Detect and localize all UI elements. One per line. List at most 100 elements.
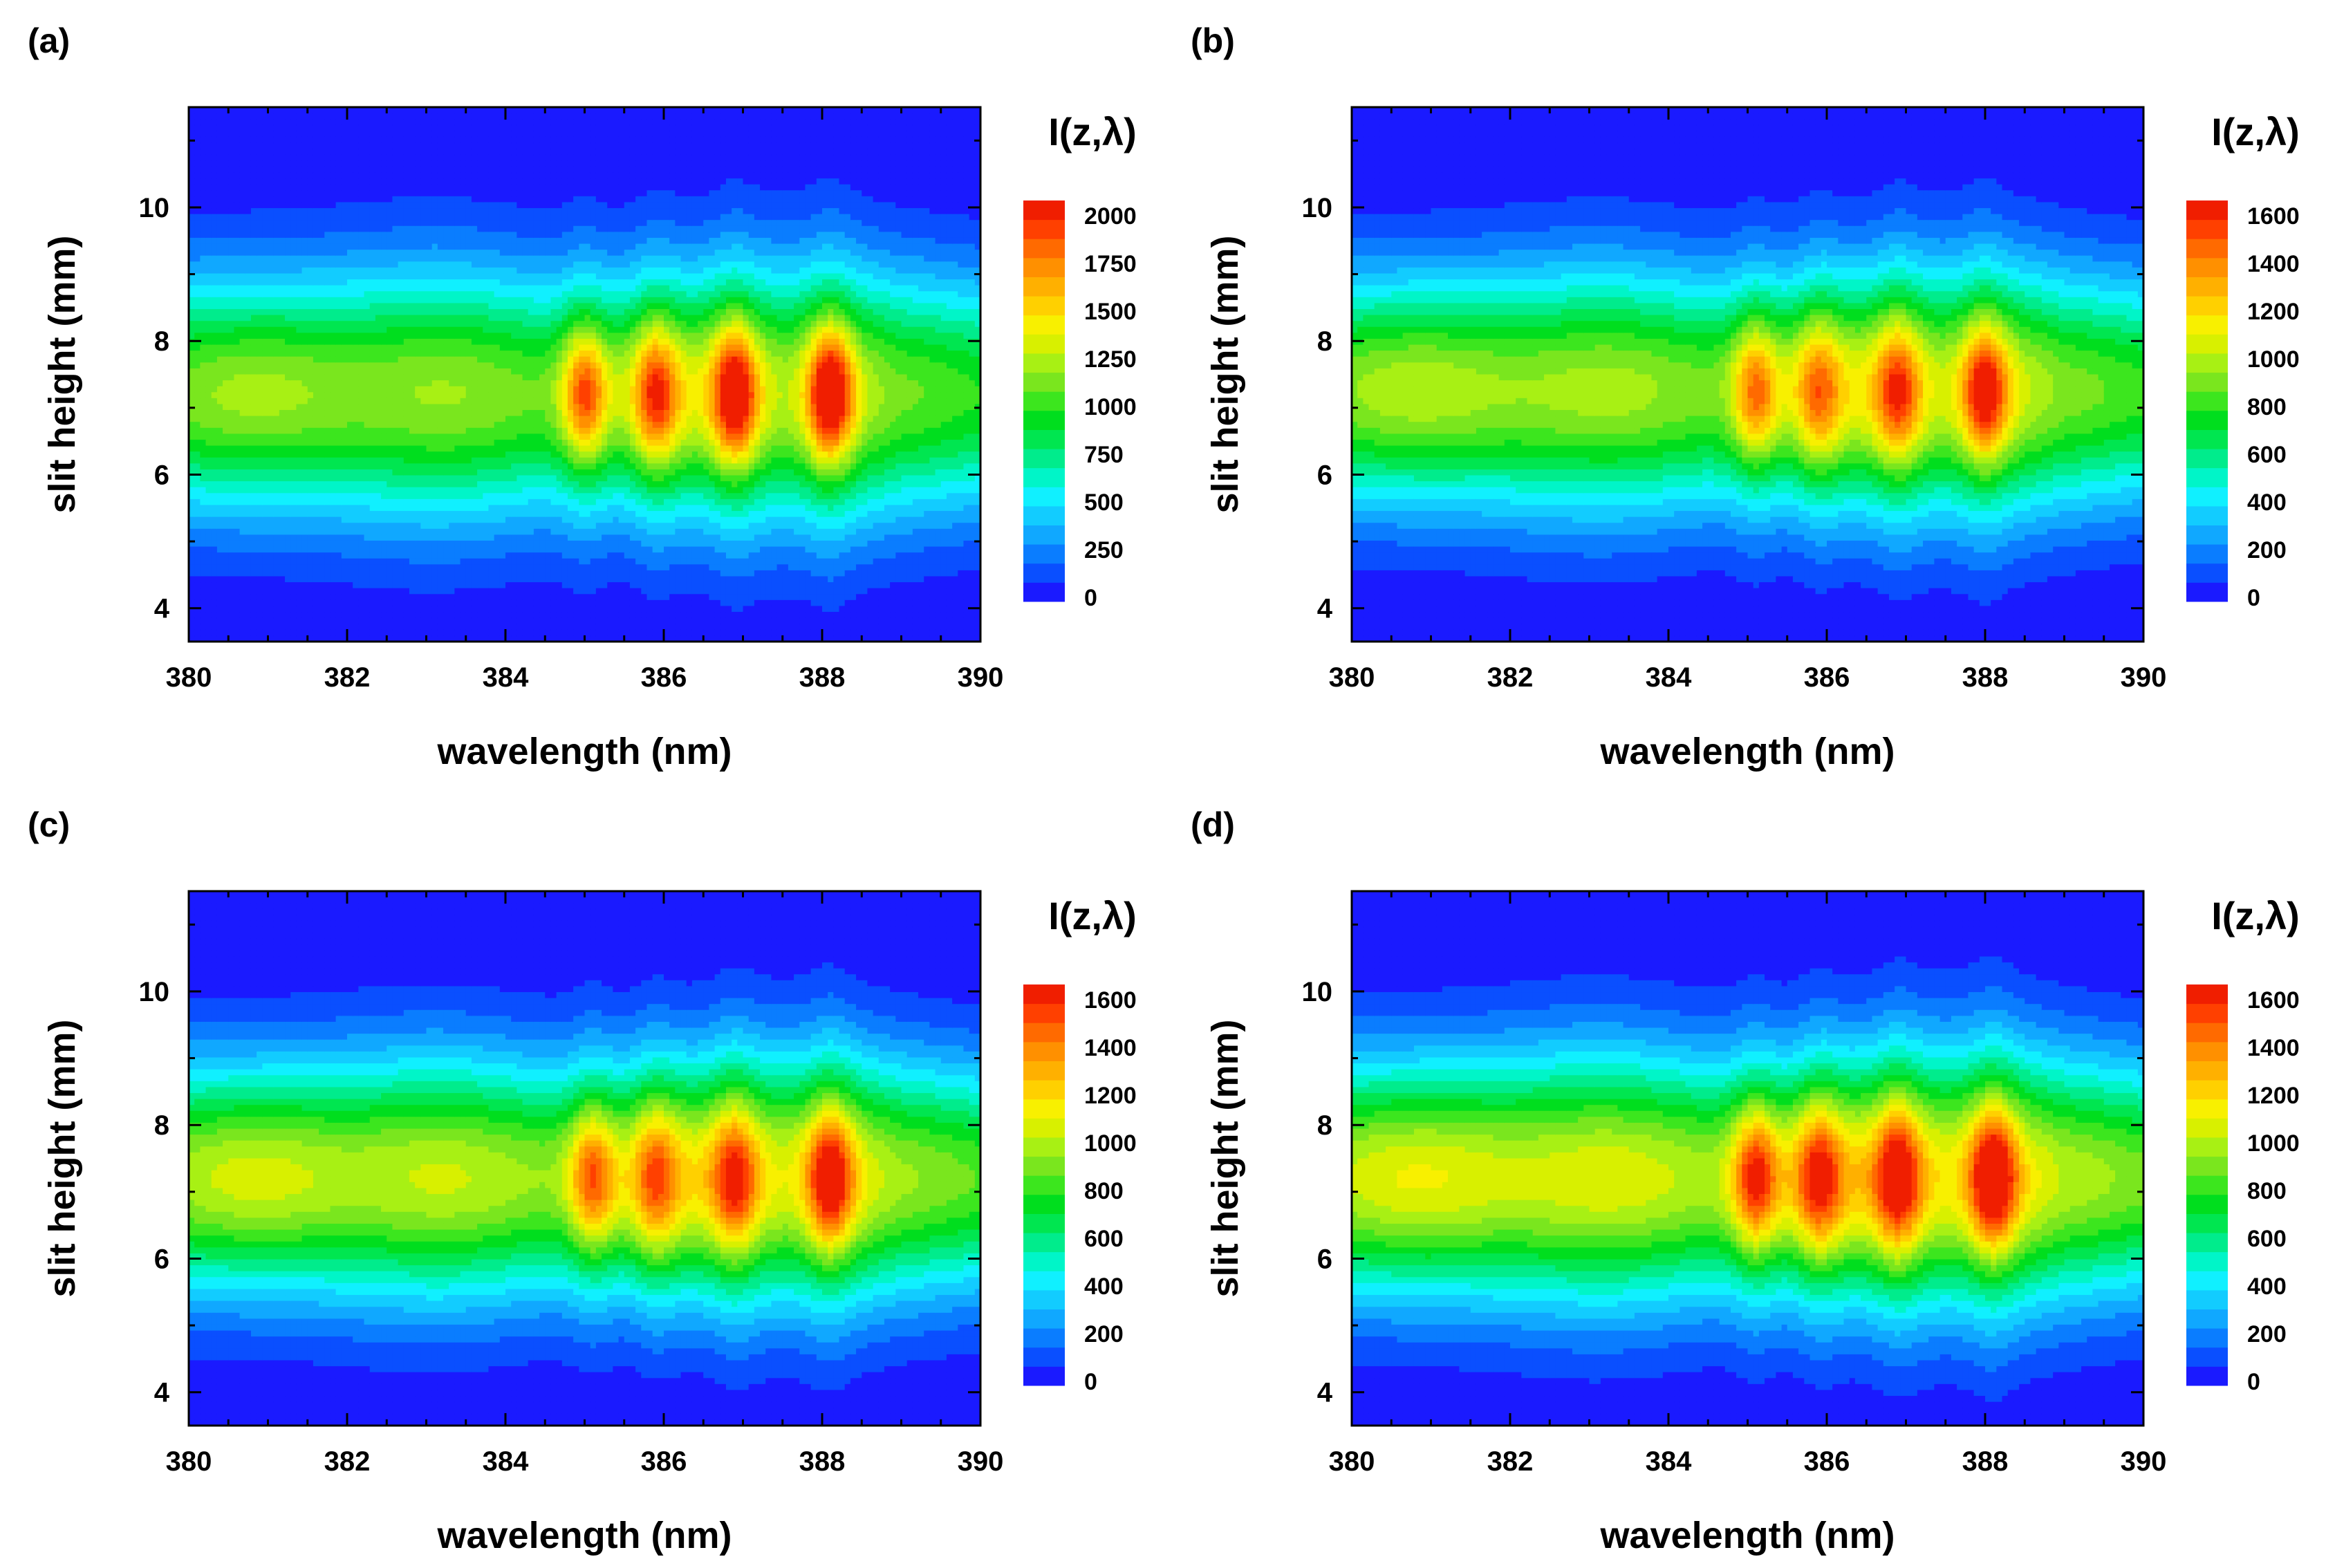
heatmap-cell: [262, 351, 269, 357]
heatmap-cell: [477, 149, 483, 156]
heatmap-cell: [454, 481, 461, 488]
heatmap-cell: [257, 119, 263, 126]
heatmap-cell: [483, 439, 490, 447]
heatmap-cell: [285, 160, 291, 167]
heatmap-cell: [415, 131, 421, 138]
heatmap-cell: [268, 552, 275, 559]
heatmap-cell: [216, 184, 223, 191]
heatmap-cell: [285, 433, 291, 440]
heatmap-cell: [330, 172, 337, 179]
heatmap-cell: [205, 368, 212, 375]
heatmap-cell: [387, 351, 393, 357]
heatmap-cell: [381, 225, 387, 232]
heatmap-cell: [369, 113, 376, 120]
heatmap-cell: [353, 398, 359, 405]
heatmap-cell: [324, 149, 331, 156]
heatmap-cell: [488, 172, 495, 179]
heatmap-cell: [324, 582, 331, 589]
heatmap-cell: [239, 410, 246, 417]
heatmap-cell: [262, 285, 269, 292]
heatmap-cell: [307, 439, 314, 447]
heatmap-cell: [409, 250, 416, 256]
heatmap-cell: [449, 131, 455, 138]
heatmap-cell: [375, 523, 382, 530]
heatmap-cell: [223, 131, 229, 138]
heatmap-cell: [189, 190, 195, 197]
heatmap-cell: [387, 528, 393, 535]
heatmap-cell: [471, 326, 478, 333]
heatmap-cell: [449, 225, 455, 232]
heatmap-cell: [358, 392, 365, 399]
heatmap-cell: [301, 523, 308, 530]
heatmap-cell: [285, 606, 291, 613]
heatmap-cell: [347, 333, 353, 339]
heatmap-cell: [387, 540, 393, 548]
heatmap-cell: [296, 113, 303, 120]
heatmap-cell: [335, 606, 342, 613]
heatmap-cell: [381, 285, 387, 292]
heatmap-cell: [307, 552, 314, 559]
heatmap-cell: [364, 220, 371, 227]
heatmap-cell: [200, 237, 207, 245]
heatmap-cell: [216, 498, 223, 506]
heatmap-cell: [358, 184, 365, 191]
heatmap-cell: [471, 172, 478, 179]
heatmap-cell: [426, 588, 433, 595]
heatmap-cell: [437, 160, 444, 167]
heatmap-cell: [262, 237, 269, 245]
heatmap-cell: [353, 220, 359, 227]
heatmap-cell: [234, 202, 241, 209]
heatmap-cell: [250, 392, 257, 399]
heatmap-cell: [262, 261, 269, 268]
heatmap-cell: [324, 303, 331, 310]
heatmap-cell: [426, 516, 433, 523]
heatmap-cell: [353, 136, 359, 144]
heatmap-cell: [454, 422, 461, 429]
heatmap-cell: [307, 582, 314, 589]
heatmap-cell: [301, 422, 308, 429]
heatmap-cell: [307, 338, 314, 346]
heatmap-cell: [392, 570, 399, 577]
heatmap-cell: [200, 113, 207, 120]
heatmap-cell: [381, 124, 387, 131]
heatmap-cell: [279, 564, 286, 571]
heatmap-cell: [369, 582, 376, 589]
heatmap-cell: [477, 250, 483, 256]
heatmap-cell: [324, 368, 331, 375]
heatmap-cell: [392, 481, 399, 488]
heatmap-cell: [319, 576, 325, 583]
heatmap-cell: [234, 225, 241, 232]
heatmap-cell: [392, 552, 399, 559]
heatmap-cell: [420, 427, 427, 434]
heatmap-cell: [426, 469, 433, 476]
heatmap-cell: [381, 463, 387, 470]
heatmap-cell: [330, 404, 337, 411]
heatmap-cell: [403, 326, 410, 333]
heatmap-cell: [499, 172, 506, 179]
heatmap-cell: [250, 333, 257, 339]
heatmap-cell: [443, 107, 449, 114]
heatmap-cell: [268, 511, 275, 518]
heatmap-cell: [449, 321, 455, 328]
heatmap-cell: [234, 404, 241, 411]
heatmap-cell: [387, 558, 393, 565]
heatmap-cell: [454, 558, 461, 565]
heatmap-cell: [285, 617, 291, 624]
heatmap-cell: [223, 154, 229, 161]
heatmap-cell: [347, 321, 353, 328]
heatmap-cell: [239, 124, 246, 131]
heatmap-cell: [296, 398, 303, 405]
heatmap-cell: [483, 445, 490, 452]
heatmap-cell: [358, 463, 365, 470]
heatmap-cell: [290, 606, 297, 613]
heatmap-cell: [477, 202, 483, 209]
heatmap-cell: [483, 297, 490, 304]
heatmap-cell: [369, 564, 376, 571]
heatmap-cell: [431, 546, 438, 553]
heatmap-cell: [465, 505, 472, 512]
heatmap-cell: [330, 351, 337, 357]
heatmap-cell: [488, 285, 495, 292]
heatmap-cell: [223, 368, 229, 375]
heatmap-cell: [257, 243, 263, 250]
